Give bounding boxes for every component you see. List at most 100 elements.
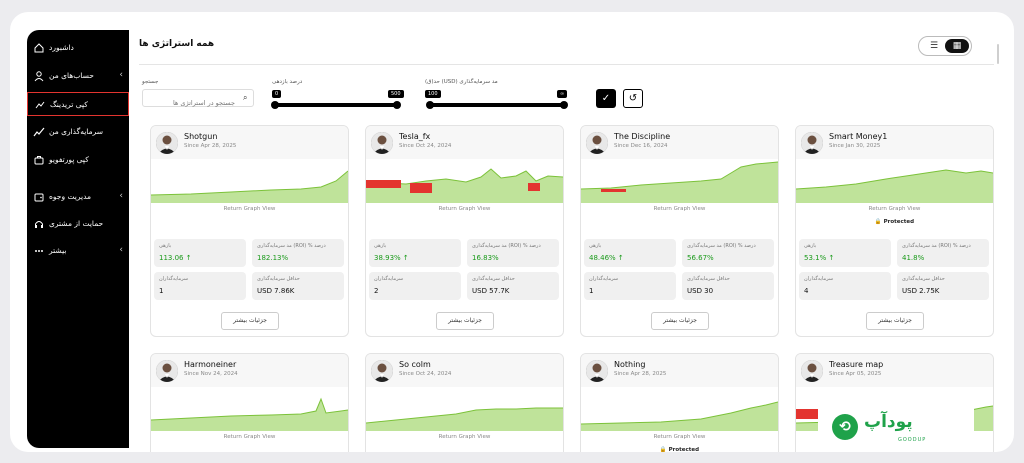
card-header: So colm Since Oct 24, 2024 bbox=[366, 354, 563, 387]
return-sparkline[interactable] bbox=[366, 159, 563, 203]
return-slider-min-handle[interactable] bbox=[271, 101, 279, 109]
return-slider[interactable] bbox=[271, 101, 401, 109]
return-graph-label: Return Graph View bbox=[223, 434, 276, 440]
strategy-card[interactable]: Tesla_fx Since Oct 24, 2024 Return Graph… bbox=[365, 125, 564, 337]
sidebar-item-copy-portfolio[interactable]: کپی پورتفویو bbox=[27, 148, 129, 172]
return-slider-max-handle[interactable] bbox=[393, 101, 401, 109]
return-graph-label: Return Graph View bbox=[653, 434, 706, 440]
investors-stat-value: 1 bbox=[589, 287, 594, 295]
strategy-card[interactable]: So colm Since Oct 24, 2024 Return Graph … bbox=[365, 353, 564, 452]
roi-stat-label: درصد % (ROI) مد سرمایه‌گذاری bbox=[687, 243, 756, 249]
investors-stat: سرمایه‌گذاران 4 bbox=[799, 272, 891, 300]
details-button[interactable]: جزئیات بیشتر bbox=[436, 312, 494, 330]
sidebar-item-more[interactable]: بیشتر › bbox=[27, 239, 129, 263]
roi-min-tag: 100 bbox=[425, 90, 441, 98]
strategy-since: Since Apr 05, 2025 bbox=[829, 371, 882, 377]
person-avatar-icon bbox=[371, 360, 393, 382]
investors-stat-label: سرمایه‌گذاران bbox=[589, 276, 619, 282]
scrollbar[interactable] bbox=[997, 44, 999, 64]
strategy-since: Since Jan 30, 2025 bbox=[829, 143, 881, 149]
investment-icon bbox=[33, 127, 45, 137]
reset-filter-button[interactable]: ↺ bbox=[623, 89, 643, 108]
return-stat-value: 53.1% ↑ bbox=[804, 254, 835, 262]
strategy-since: Since Oct 24, 2024 bbox=[399, 143, 452, 149]
roi-slider-min-handle[interactable] bbox=[426, 101, 434, 109]
sidebar-item-label: حساب‌های من bbox=[49, 71, 94, 80]
sidebar: داشبورد حساب‌های من › کپی تریدینگ سرمایه… bbox=[27, 30, 129, 448]
return-stat-label: بازهی bbox=[804, 243, 817, 249]
sidebar-item-my-investment[interactable]: سرمایه‌گذاری من bbox=[27, 120, 129, 144]
person-avatar-icon bbox=[371, 132, 393, 154]
sidebar-item-label: کپی تریدینگ bbox=[50, 100, 88, 109]
sidebar-item-my-accounts[interactable]: حساب‌های من › bbox=[27, 64, 129, 88]
return-sparkline[interactable] bbox=[796, 159, 993, 203]
person-avatar-icon bbox=[801, 132, 823, 154]
min-invest-stat-value: USD 57.7K bbox=[472, 287, 510, 295]
search-icon[interactable]: ⌕ bbox=[243, 93, 248, 102]
return-sparkline[interactable] bbox=[366, 387, 563, 431]
headset-icon bbox=[35, 221, 43, 228]
return-filter-label: درصد بازدهی bbox=[272, 79, 303, 85]
logo-subtext: GOODUP bbox=[898, 437, 927, 443]
strategy-name: Smart Money1 bbox=[829, 132, 888, 141]
investors-stat-label: سرمایه‌گذاران bbox=[159, 276, 189, 282]
sidebar-item-copy-trading[interactable]: کپی تریدینگ bbox=[27, 92, 129, 116]
strategy-name: Tesla_fx bbox=[399, 132, 431, 141]
roi-stat-label: درصد % (ROI) مد سرمایه‌گذاری bbox=[472, 243, 541, 249]
investors-stat-value: 4 bbox=[804, 287, 809, 295]
sparkline-area bbox=[151, 171, 348, 203]
strategy-name: Nothing bbox=[614, 360, 646, 369]
min-invest-stat: حداقل سرمایه‌گذاری USD 7.86K bbox=[252, 272, 344, 300]
sidebar-item-label: داشبورد bbox=[49, 43, 74, 52]
avatar bbox=[371, 360, 393, 382]
page-title: همه استراتژی ها bbox=[139, 39, 215, 49]
investors-stat-value: 2 bbox=[374, 287, 379, 295]
return-sparkline[interactable] bbox=[581, 387, 778, 431]
loss-segment bbox=[366, 180, 401, 188]
main-content: همه استراتژی ها ☰ ▦ جستجو ⌕ درصد بازدهی … bbox=[129, 24, 1014, 452]
sidebar-item-label: کپی پورتفویو bbox=[49, 155, 89, 164]
min-invest-stat: حداقل سرمایه‌گذاری USD 2.75K bbox=[897, 272, 989, 300]
grid-view-button[interactable]: ▦ bbox=[945, 39, 969, 53]
search-input[interactable] bbox=[143, 95, 239, 111]
loss-segment bbox=[796, 409, 818, 419]
return-graph-label: Return Graph View bbox=[653, 206, 706, 212]
home-icon bbox=[34, 43, 44, 53]
protected-badge: 🔒 Protected bbox=[874, 219, 915, 225]
strategy-since: Since Oct 24, 2024 bbox=[399, 371, 452, 377]
return-sparkline[interactable] bbox=[151, 159, 348, 203]
strategy-card[interactable]: Shotgun Since Apr 28, 2025 Return Graph … bbox=[150, 125, 349, 337]
strategy-card[interactable]: Nothing Since Apr 28, 2025 Return Graph … bbox=[580, 353, 779, 452]
return-stat-label: بازهی bbox=[374, 243, 387, 249]
roi-filter-label: حد(ق) (USD) مد سرمایه‌گذاری bbox=[425, 79, 498, 85]
sidebar-item-dashboard[interactable]: داشبورد bbox=[27, 36, 129, 60]
return-sparkline[interactable] bbox=[581, 159, 778, 203]
min-invest-stat-value: USD 30 bbox=[687, 287, 714, 295]
strategy-card[interactable]: The Discipline Since Dec 16, 2024 Return… bbox=[580, 125, 779, 337]
sparkline-line bbox=[366, 407, 563, 424]
apply-filter-button[interactable]: ✓ bbox=[596, 89, 616, 108]
return-graph-label: Return Graph View bbox=[868, 206, 921, 212]
details-button[interactable]: جزئیات بیشتر bbox=[221, 312, 279, 330]
return-stat-value: 48.46% ↑ bbox=[589, 254, 624, 262]
details-button[interactable]: جزئیات بیشتر bbox=[866, 312, 924, 330]
sidebar-item-customer-support[interactable]: حمایت از مشتری bbox=[27, 212, 129, 236]
return-stat: بازهی 48.46% ↑ bbox=[584, 239, 676, 267]
roi-stat-value: 182.13% bbox=[257, 254, 289, 262]
avatar bbox=[586, 360, 608, 382]
min-invest-stat-label: حداقل سرمایه‌گذاری bbox=[902, 276, 945, 282]
strategy-card[interactable]: Smart Money1 Since Jan 30, 2025 Return G… bbox=[795, 125, 994, 337]
app-frame: داشبورد حساب‌های من › کپی تریدینگ سرمایه… bbox=[10, 12, 1014, 452]
list-view-button[interactable]: ☰ bbox=[929, 41, 939, 51]
details-button[interactable]: جزئیات بیشتر bbox=[651, 312, 709, 330]
sparkline-line bbox=[366, 168, 563, 185]
card-header: Smart Money1 Since Jan 30, 2025 bbox=[796, 126, 993, 159]
roi-slider-max-handle[interactable] bbox=[560, 101, 568, 109]
protected-badge: 🔒 Protected bbox=[659, 447, 700, 452]
return-stat-label: بازهی bbox=[159, 243, 172, 249]
sidebar-item-fund-management[interactable]: مدیریت وجوه › bbox=[27, 185, 129, 209]
strategy-card[interactable]: Harmoneiner Since Nov 24, 2024 Return Gr… bbox=[150, 353, 349, 452]
wallet-icon bbox=[34, 193, 44, 202]
return-sparkline[interactable] bbox=[151, 387, 348, 431]
roi-slider[interactable] bbox=[426, 101, 568, 109]
